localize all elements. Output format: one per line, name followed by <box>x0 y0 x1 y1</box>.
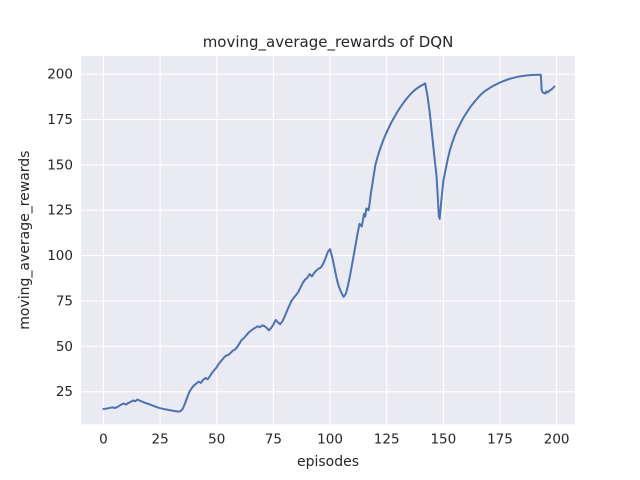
x-tick-label: 75 <box>265 431 282 447</box>
tick-labels: 0 25 50 75 100 125 150 175 200 25 50 75 100 125 150 175… <box>47 67 569 448</box>
y-tick-label: 25 <box>56 384 73 400</box>
x-tick-label: 0 <box>99 431 108 447</box>
gridlines <box>81 56 575 425</box>
x-tick-label: 125 <box>374 431 400 447</box>
x-tick-label: 150 <box>430 431 456 447</box>
x-tick-label: 100 <box>317 431 343 447</box>
y-tick-label: 75 <box>56 293 73 309</box>
y-tick-label: 175 <box>47 112 73 128</box>
y-tick-label: 100 <box>47 248 73 264</box>
data-line <box>102 73 556 413</box>
x-tick-label: 50 <box>208 431 225 447</box>
plot-area-background <box>81 56 575 425</box>
y-axis-label: moving_average_rewards <box>17 151 33 330</box>
x-tick-label: 200 <box>544 431 570 447</box>
x-tick-label: 25 <box>151 431 168 447</box>
x-axis-label: episodes <box>297 454 359 470</box>
chart-title: moving_average_rewards of DQN <box>203 33 454 52</box>
y-tick-label: 50 <box>56 339 73 355</box>
y-tick-label: 200 <box>47 67 73 83</box>
y-tick-label: 150 <box>47 157 73 173</box>
y-tick-label: 125 <box>47 203 73 219</box>
x-tick-label: 175 <box>487 431 513 447</box>
data-series-layer <box>102 73 556 413</box>
